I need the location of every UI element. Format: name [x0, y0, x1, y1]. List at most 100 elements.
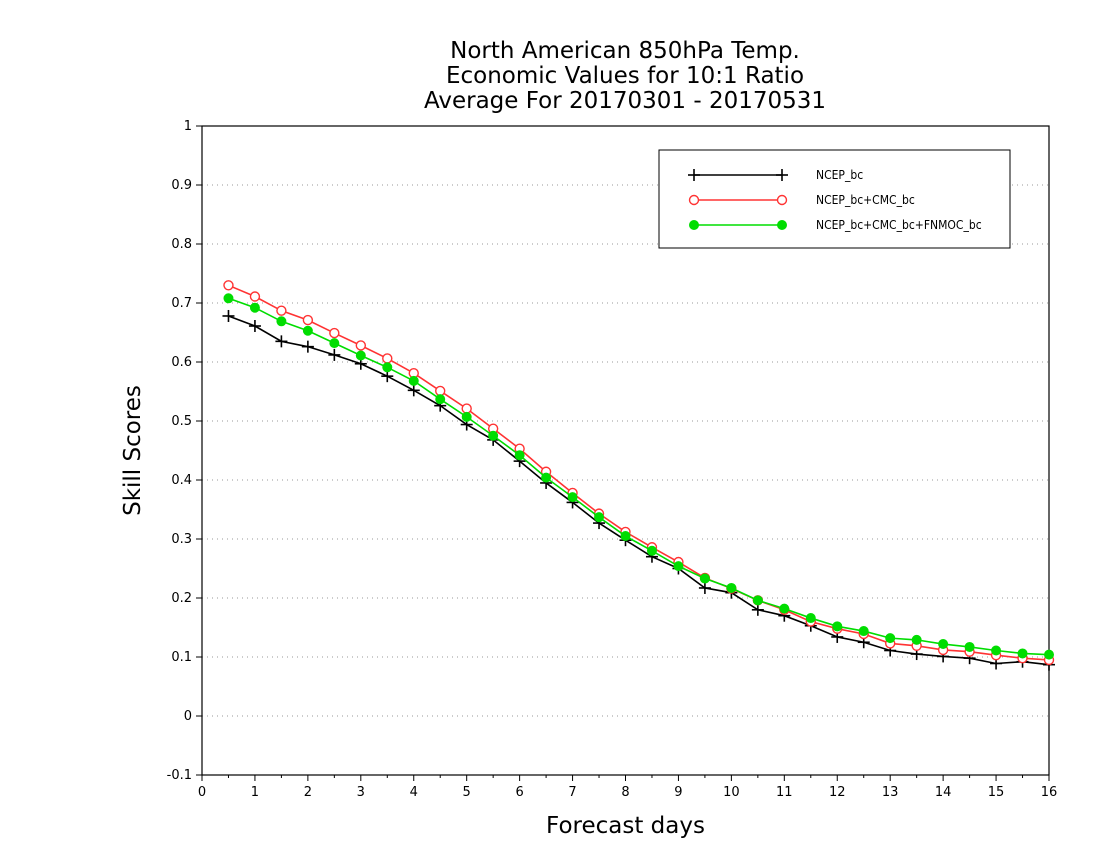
data-point [594, 512, 605, 523]
data-point [355, 350, 366, 361]
data-point [301, 340, 314, 353]
legend-marker [776, 194, 788, 206]
data-point [885, 633, 896, 644]
data-point [435, 394, 446, 405]
data-point [699, 573, 710, 584]
legend-marker [689, 220, 699, 230]
data-point [329, 327, 340, 339]
data-point [911, 634, 922, 645]
x-axis: 0 1 2 3 4 5 6 7 8 9 10 11 12 13 14 15 16 [198, 775, 1057, 800]
legend: NCEP_bc NCEP_bc+CMC_bc NCEP_bc+CMC_bc+FNMO… [658, 149, 1011, 249]
series-line [228, 284, 1050, 661]
data-point [698, 581, 711, 594]
data-point [461, 411, 472, 422]
legend-label: NCEP_bc+CMC_bc [816, 193, 915, 207]
data-point [248, 320, 261, 333]
legend-entry: NCEP_bc+CMC_bc [688, 193, 915, 207]
x-tick-label: 14 [935, 785, 952, 800]
y-tick-label: 0.2 [171, 591, 192, 606]
data-point [567, 492, 578, 503]
title-line: Average For 20170301 - 20170531 [424, 88, 826, 114]
data-point [382, 353, 393, 364]
data-point [329, 338, 340, 349]
data-point [276, 316, 287, 327]
series-line [228, 297, 1050, 656]
data-point [752, 595, 763, 606]
x-axis-label: Forecast days [546, 813, 705, 839]
y-tick-label: 0.6 [171, 355, 192, 370]
y-axis-label: Skill Scores [120, 385, 146, 516]
x-tick-label: 2 [304, 785, 312, 800]
data-point [938, 639, 949, 650]
data-point [514, 450, 525, 461]
series-layer [222, 280, 1055, 671]
legend-marker [688, 194, 700, 206]
data-point [541, 472, 552, 483]
x-tick-label: 7 [568, 785, 576, 800]
x-tick-label: 0 [198, 785, 206, 800]
y-tick-label: 0.9 [171, 178, 192, 193]
data-point [805, 613, 816, 624]
data-point [407, 384, 420, 397]
data-point [620, 531, 631, 542]
data-point [1017, 648, 1028, 659]
series-0 [222, 309, 1055, 671]
x-tick-label: 1 [251, 785, 259, 800]
data-point [779, 603, 790, 614]
data-point [249, 302, 260, 313]
data-point [222, 309, 235, 322]
y-tick-label: 0.8 [171, 237, 192, 252]
series-1 [223, 280, 1055, 666]
data-point [435, 385, 446, 397]
data-point [991, 645, 1002, 656]
chart-title: North American 850hPa Temp.Economic Valu… [424, 38, 826, 114]
legend-entry: NCEP_bc [688, 168, 863, 182]
data-point [223, 293, 234, 304]
y-axis: -0.1 0 0.1 0.2 0.3 0.4 0.5 0.6 0.7 0.8 0.9 1 [167, 119, 202, 783]
legend-marker [777, 220, 787, 230]
y-tick-label: 0.4 [171, 473, 192, 488]
x-tick-label: 8 [621, 785, 629, 800]
data-point [302, 314, 314, 326]
data-point [223, 280, 234, 291]
x-tick-label: 5 [463, 785, 471, 800]
x-tick-label: 3 [357, 785, 365, 800]
y-tick-label: 0 [184, 709, 192, 724]
grid [202, 184, 1049, 717]
x-tick-label: 9 [674, 785, 682, 800]
y-tick-label: -0.1 [167, 768, 192, 783]
data-point [461, 403, 472, 414]
title-line: Economic Values for 10:1 Ratio [446, 63, 804, 89]
y-tick-label: 1 [184, 119, 192, 134]
data-point [488, 430, 499, 441]
legend-entry: NCEP_bc+CMC_bc+FNMOC_bc [689, 218, 982, 232]
data-point [751, 603, 764, 616]
series-2 [223, 293, 1054, 660]
data-point [249, 291, 261, 302]
data-point [408, 375, 419, 386]
data-point [276, 305, 287, 316]
legend-marker [776, 169, 788, 181]
x-tick-label: 6 [515, 785, 523, 800]
x-tick-label: 10 [723, 785, 740, 800]
data-point [832, 621, 843, 632]
x-tick-label: 11 [776, 785, 793, 800]
data-point [858, 626, 869, 637]
x-tick-label: 4 [410, 785, 418, 800]
legend-box [658, 149, 1011, 249]
x-tick-label: 16 [1041, 785, 1058, 800]
y-tick-label: 0.1 [171, 650, 192, 665]
legend-label: NCEP_bc [816, 168, 863, 182]
legend-label: NCEP_bc+CMC_bc+FNMOC_bc [816, 218, 982, 232]
data-point [964, 641, 975, 652]
data-point [1044, 649, 1054, 660]
data-point [726, 582, 737, 593]
data-point [646, 545, 657, 556]
data-point [275, 335, 288, 348]
y-tick-label: 0.3 [171, 532, 192, 547]
data-point [355, 340, 367, 351]
y-tick-label: 0.5 [171, 414, 192, 429]
y-tick-label: 0.7 [171, 296, 192, 311]
data-point [673, 561, 684, 572]
